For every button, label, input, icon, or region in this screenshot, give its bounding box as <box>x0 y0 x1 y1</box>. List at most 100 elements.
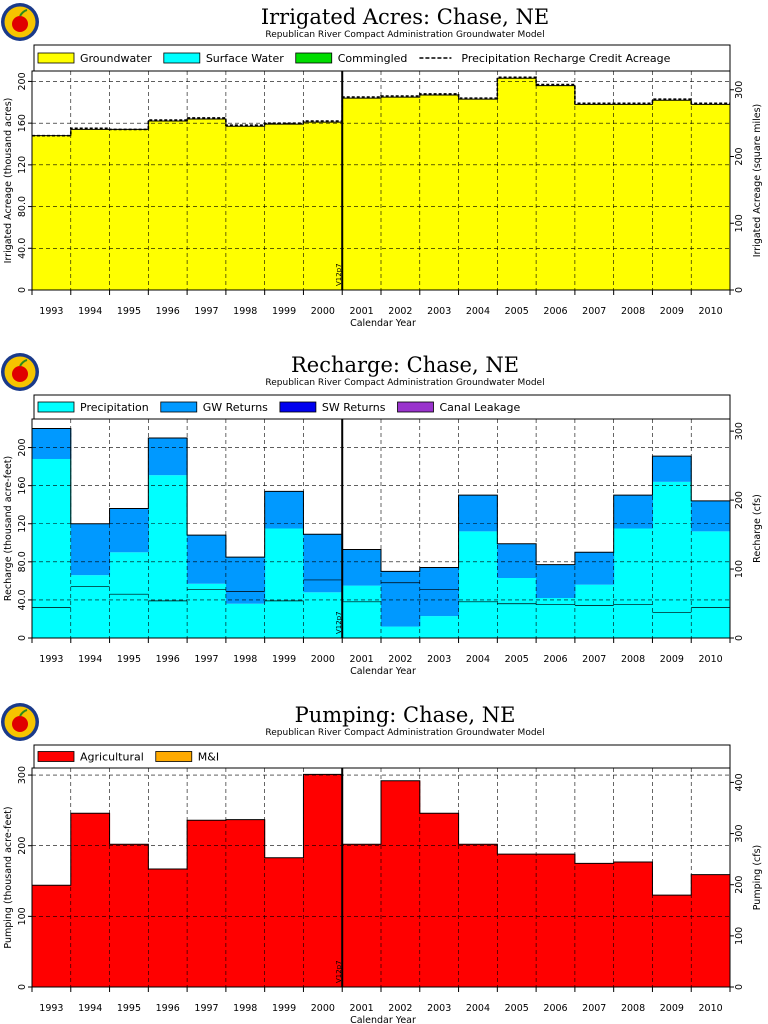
legend-label: Canal Leakage <box>440 401 521 414</box>
legend-item-m-i: M&I <box>155 751 219 764</box>
bar-segment <box>32 428 72 459</box>
legend-swatch <box>37 52 75 64</box>
bar-segment <box>342 844 382 987</box>
apple-logo-icon <box>1 353 39 391</box>
x-axis-title: Calendar Year <box>350 666 416 677</box>
x-tick-label: 1999 <box>272 306 296 317</box>
legend-item-groundwater: Groundwater <box>37 52 152 65</box>
bar-segment <box>381 780 421 987</box>
y-tick-label: 300 <box>17 766 28 784</box>
x-tick-label: 1995 <box>117 306 141 317</box>
bar-segment <box>148 438 188 476</box>
x-tick-label: 2008 <box>621 1003 645 1014</box>
bar-segment <box>264 528 304 638</box>
chart-subtitle: Republican River Compact Administration … <box>265 30 544 40</box>
bar-segment <box>419 813 460 987</box>
bar-segment <box>652 100 692 290</box>
bar-segment <box>148 475 188 638</box>
x-tick-label: 1994 <box>78 306 102 317</box>
bar-segment <box>691 104 731 290</box>
legend-item-gw-returns: GW Returns <box>160 401 268 414</box>
x-tick-label: 2001 <box>350 1003 374 1014</box>
legend-swatch <box>279 401 317 413</box>
bar-segment <box>264 124 304 290</box>
x-tick-label: 2003 <box>427 654 451 665</box>
y-tick-label: 40.0 <box>17 589 28 610</box>
bar-segment <box>652 481 692 638</box>
x-tick-label: 1995 <box>117 1003 141 1014</box>
y-axis-title: Irrigated Acreage (thousand acres) <box>3 98 14 264</box>
x-tick-label: 1998 <box>233 306 257 317</box>
bar-segment <box>497 543 537 579</box>
x-tick-label: 2000 <box>311 1003 335 1014</box>
bar-segment <box>691 531 731 638</box>
bar-segment <box>342 585 382 638</box>
x-tick-label: 2000 <box>311 306 335 317</box>
legend-label: Precipitation Recharge Credit Acreage <box>461 52 670 65</box>
bar-segment <box>381 571 421 627</box>
bar-segment <box>109 552 149 638</box>
y-tick-label: 0 <box>17 635 28 641</box>
bar-segment <box>691 874 731 987</box>
legend-swatch <box>295 52 333 64</box>
bar-segment <box>187 535 227 584</box>
y-axis-title: Recharge (thousand acre-feet) <box>3 456 14 601</box>
y-right-tick-label: 0 <box>734 984 745 990</box>
y-right-tick-label: 400 <box>734 773 745 791</box>
bar-segment <box>32 885 72 987</box>
x-tick-label: 1995 <box>117 654 141 665</box>
bar-segment <box>148 869 188 987</box>
x-tick-label: 2005 <box>505 1003 529 1014</box>
series-agricultural <box>32 774 731 987</box>
x-tick-label: 2006 <box>543 1003 567 1014</box>
bar-segment <box>225 126 266 291</box>
bar-segment <box>574 552 615 585</box>
x-tick-label: 1997 <box>194 306 218 317</box>
x-tick-label: 2002 <box>388 1003 412 1014</box>
bar-segment <box>613 528 653 638</box>
y-tick-label: 0 <box>17 287 28 293</box>
y-axis-right-title: Irrigated Acreage (square miles) <box>752 104 763 258</box>
bar-segment <box>32 458 72 638</box>
legend: Precipitation GW Returns SW Returns Canal L… <box>33 394 731 420</box>
x-tick-label: 1996 <box>156 1003 180 1014</box>
x-tick-label: 2008 <box>621 306 645 317</box>
y-tick-label: 160 <box>17 477 28 495</box>
grid-lines <box>32 419 730 638</box>
legend-item-agricultural: Agricultural <box>37 751 144 764</box>
bar-segment <box>419 616 460 638</box>
legend-swatch <box>37 401 75 413</box>
bar-segment <box>458 844 498 987</box>
legend-label: Commingled <box>338 52 408 65</box>
y-right-tick-label: 0 <box>734 635 745 641</box>
bar-segment <box>342 549 382 586</box>
legend-label: Precipitation <box>80 401 149 414</box>
y-axis-left: 0 40.0 80.0 120 160 200 <box>17 72 32 293</box>
bar-segment <box>458 495 498 532</box>
x-tick-label: 2009 <box>660 654 684 665</box>
y-tick-label: 80.0 <box>17 196 28 217</box>
bar-segment <box>536 854 576 987</box>
chart-subtitle: Republican River Compact Administration … <box>265 378 544 388</box>
y-tick-label: 0 <box>17 984 28 990</box>
y-right-tick-label: 200 <box>734 876 745 894</box>
data-marks <box>32 76 731 291</box>
x-tick-label: 2007 <box>582 306 606 317</box>
x-tick-label: 2001 <box>350 654 374 665</box>
x-tick-label: 2004 <box>466 654 490 665</box>
x-axis-title: Calendar Year <box>350 318 416 329</box>
x-axis: 1993 1994 1995 1996 1997 1998 1999 2000 2001 2002… <box>31 290 731 317</box>
x-tick-label: 2007 <box>582 1003 606 1014</box>
bar-segment <box>613 104 653 290</box>
bar-segment <box>419 94 460 290</box>
y-axis-right-title: Pumping (cfs) <box>752 845 763 911</box>
chart-subtitle: Republican River Compact Administration … <box>265 728 544 738</box>
y-right-tick-label: 200 <box>734 147 745 165</box>
bar-segment <box>264 491 304 529</box>
bar-segment <box>574 584 615 638</box>
apple-logo-icon <box>1 3 39 41</box>
y-tick-label: 200 <box>17 837 28 855</box>
version-marker-label: V12p7 <box>335 263 343 286</box>
legend-item-surface-water: Surface Water <box>163 52 284 65</box>
version-marker-label: V12p7 <box>335 611 343 634</box>
